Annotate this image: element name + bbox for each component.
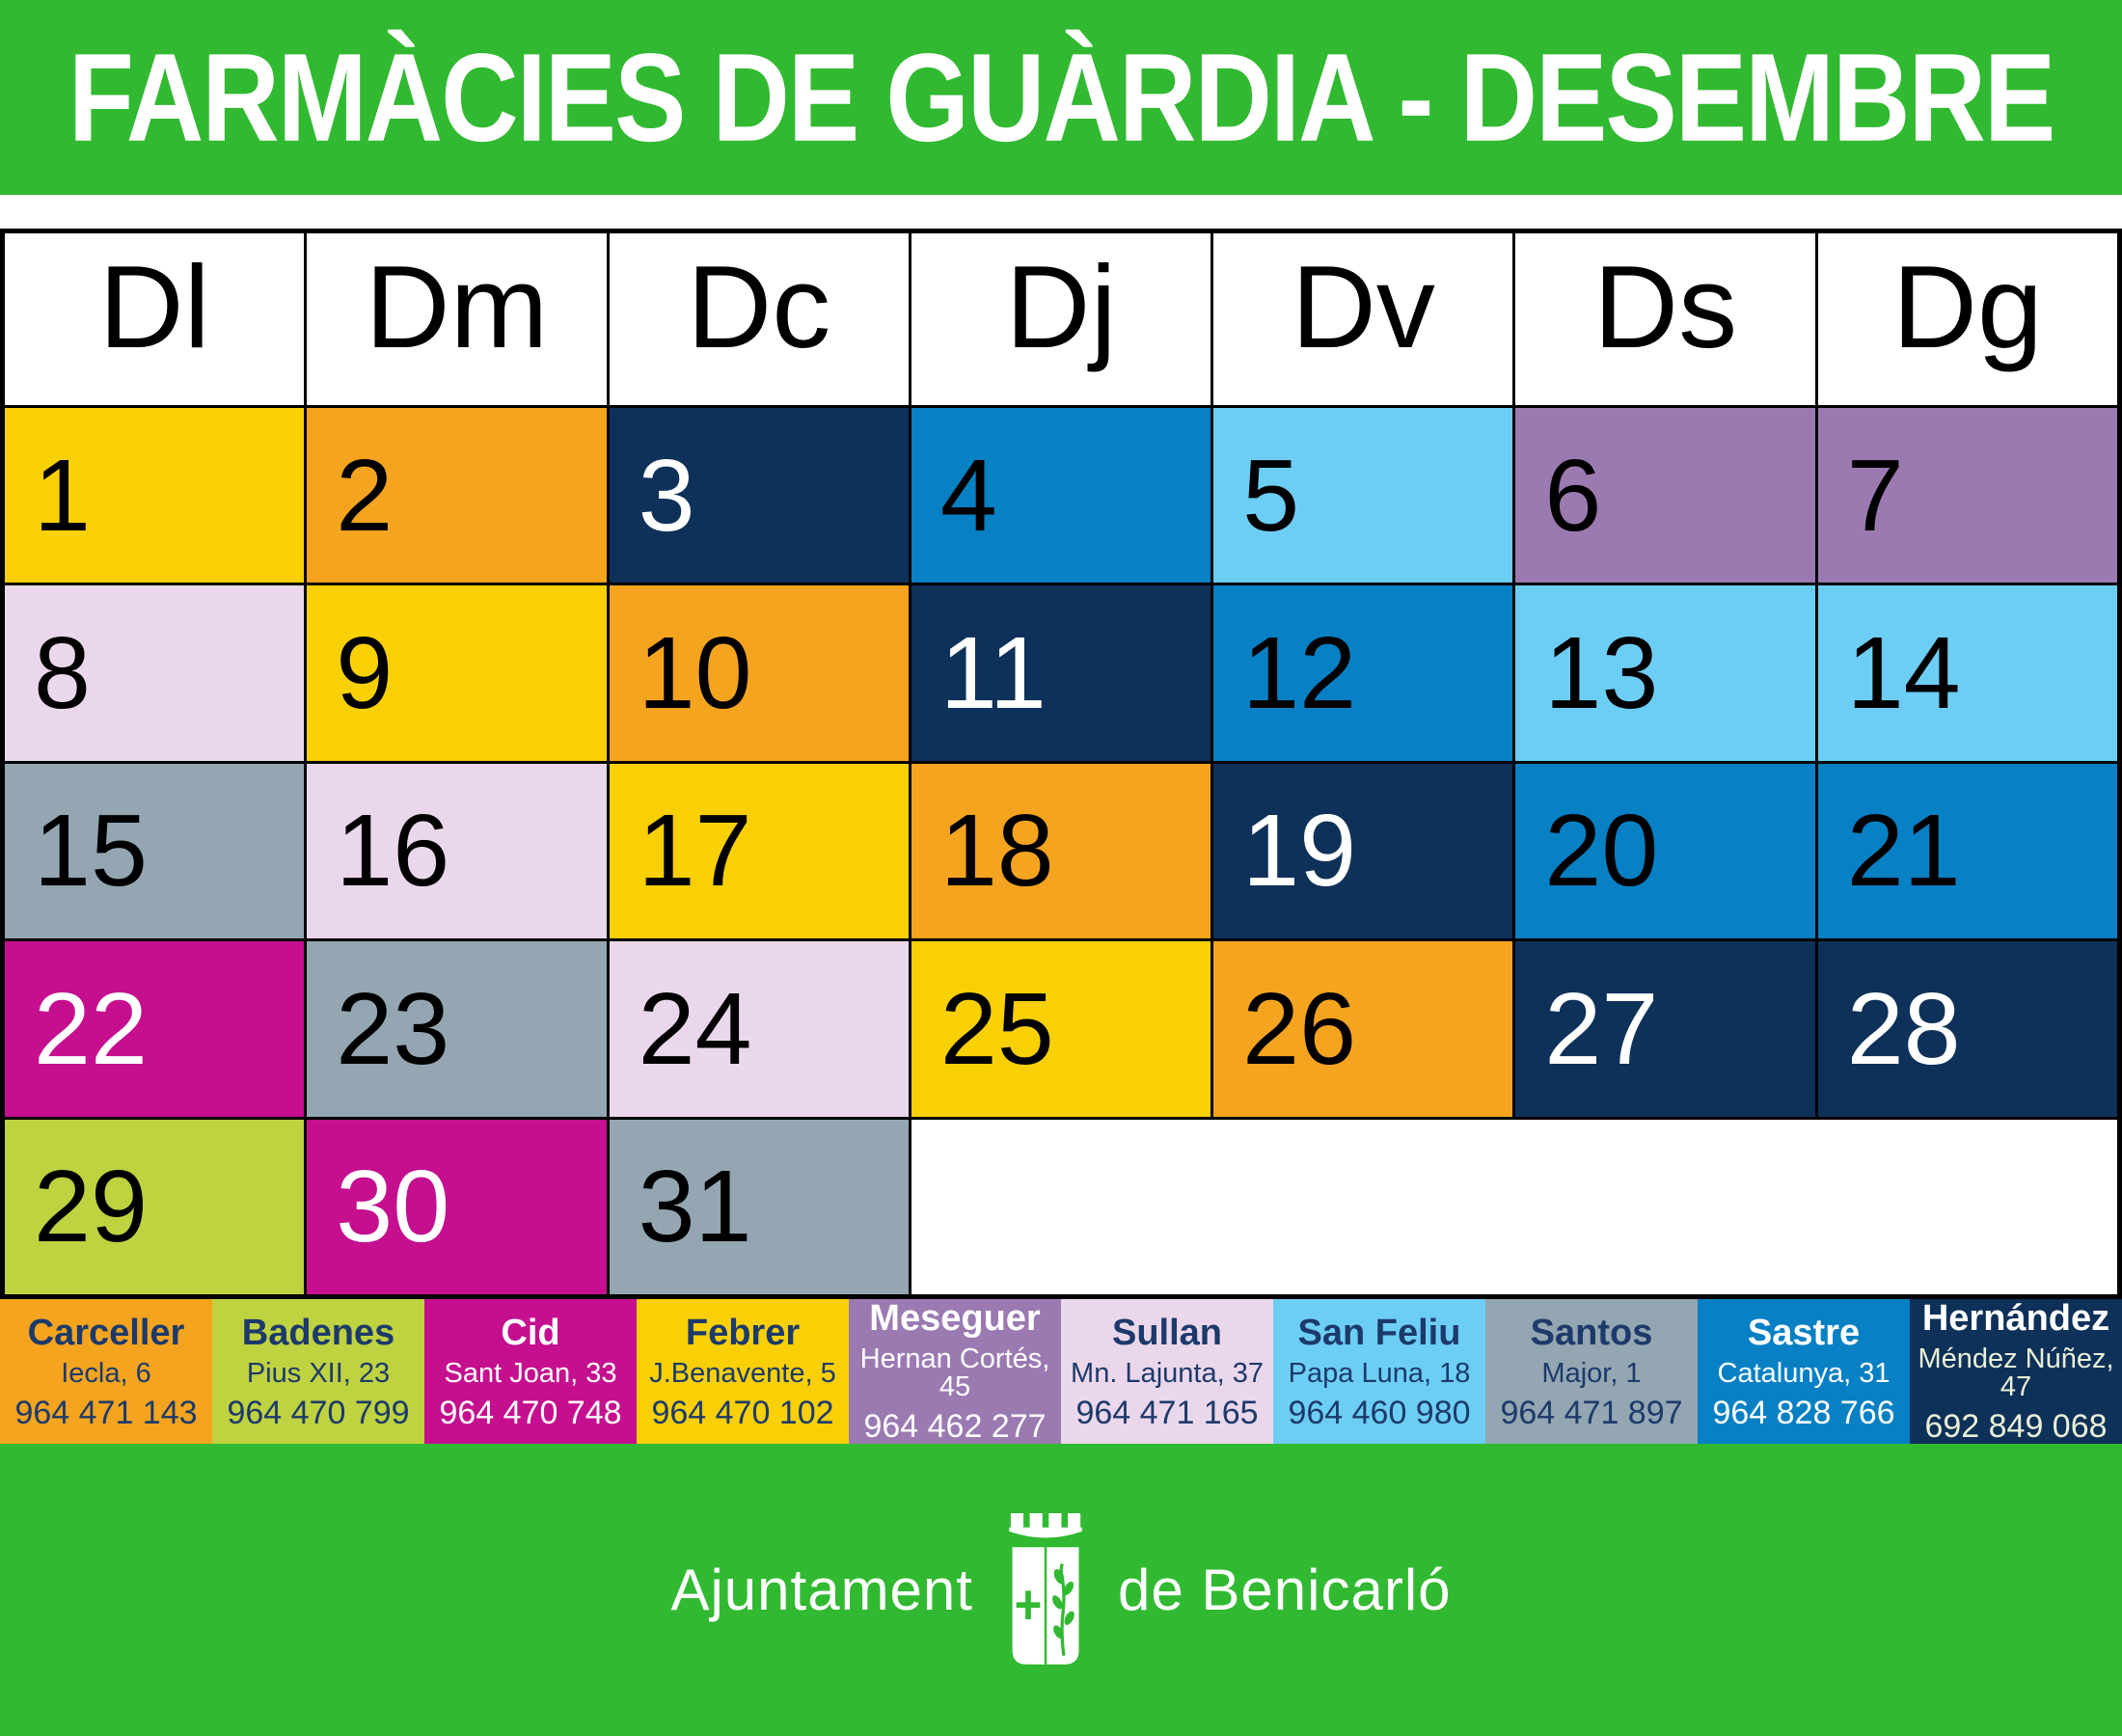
legend-febrer: Febrer J.Benavente, 5 964 470 102 [637, 1299, 849, 1444]
legend-pharmacy-phone: 964 471 897 [1500, 1394, 1683, 1431]
legend-badenes: Badenes Pius XII, 23 964 470 799 [212, 1299, 424, 1444]
day-cell-12: 12 [1213, 585, 1513, 761]
page-title: FARMÀCIES DE GUÀRDIA - DESEMBRE [68, 27, 2055, 168]
legend-pharmacy-name: Cid [501, 1312, 560, 1353]
day-cell-3: 3 [609, 408, 909, 583]
day-cell-21: 21 [1817, 763, 2117, 939]
footer-text-right: de Benicarló [1118, 1558, 1452, 1622]
day-header-dv: Dv [1213, 233, 1513, 405]
day-header-dl: Dl [5, 233, 305, 405]
city-crest-icon [1006, 1512, 1085, 1668]
legend-pharmacy-name: Hernández [1921, 1298, 2110, 1339]
day-cell-22: 22 [5, 941, 305, 1117]
legend-santos: Santos Major, 1 964 471 897 [1485, 1299, 1698, 1444]
legend-pharmacy-address: Papa Luna, 18 [1288, 1357, 1471, 1389]
day-cell-13: 13 [1515, 585, 1815, 761]
legend-pharmacy-address: Mn. Lajunta, 37 [1071, 1357, 1264, 1389]
calendar-grid: Dl Dm Dc Dj Dv Ds Dg 1 2 3 4 5 6 7 8 9 10 11 12 13 14 15 16 17 1… [0, 229, 2122, 1299]
day-cell-16: 16 [307, 763, 607, 939]
empty-day-cells [911, 1119, 2117, 1294]
legend-pharmacy-name: Sastre [1747, 1312, 1861, 1353]
day-cell-15: 15 [5, 763, 305, 939]
day-cell-8: 8 [5, 585, 305, 761]
day-header-dg: Dg [1817, 233, 2117, 405]
title-gap [0, 195, 2122, 229]
day-cell-28: 28 [1817, 941, 2117, 1117]
day-cell-5: 5 [1213, 408, 1513, 583]
day-cell-24: 24 [609, 941, 909, 1117]
legend-sastre: Sastre Catalunya, 31 964 828 766 [1698, 1299, 1910, 1444]
day-header-dj: Dj [911, 233, 1211, 405]
legend-pharmacy-address: Sant Joan, 33 [444, 1357, 617, 1389]
day-cell-11: 11 [911, 585, 1211, 761]
day-cell-18: 18 [911, 763, 1211, 939]
legend-pharmacy-name: San Feliu [1297, 1312, 1461, 1353]
legend-pharmacy-phone: 964 462 277 [863, 1408, 1047, 1445]
legend-pharmacy-phone: 692 849 068 [1924, 1408, 2108, 1445]
legend-pharmacy-phone: 964 470 102 [651, 1394, 834, 1431]
legend-pharmacy-name: Febrer [685, 1312, 801, 1353]
day-cell-30: 30 [307, 1119, 607, 1294]
legend-pharmacy-address: Catalunya, 31 [1717, 1357, 1891, 1389]
day-header-dc: Dc [609, 233, 909, 405]
title-band: FARMÀCIES DE GUÀRDIA - DESEMBRE [0, 0, 2122, 195]
legend-pharmacy-phone: 964 471 143 [14, 1394, 198, 1431]
day-cell-17: 17 [609, 763, 909, 939]
day-cell-2: 2 [307, 408, 607, 583]
day-cell-29: 29 [5, 1119, 305, 1294]
legend-pharmacy-name: Carceller [27, 1312, 185, 1353]
legend-hernndez: Hernández Méndez Núñez, 47 692 849 068 [1910, 1299, 2122, 1444]
day-cell-20: 20 [1515, 763, 1815, 939]
legend-pharmacy-phone: 964 471 165 [1075, 1394, 1259, 1431]
legend-pharmacy-name: Meseguer [869, 1298, 1041, 1339]
day-cell-25: 25 [911, 941, 1211, 1117]
legend-pharmacy-name: Sullan [1111, 1312, 1223, 1353]
day-cell-7: 7 [1817, 408, 2117, 583]
day-cell-19: 19 [1213, 763, 1513, 939]
legend-pharmacy-phone: 964 470 748 [439, 1394, 622, 1431]
day-cell-1: 1 [5, 408, 305, 583]
day-cell-31: 31 [609, 1119, 909, 1294]
legend-pharmacy-phone: 964 828 766 [1712, 1394, 1895, 1431]
legend-pharmacy-name: Badenes [241, 1312, 395, 1353]
legend-sullan: Sullan Mn. Lajunta, 37 964 471 165 [1061, 1299, 1273, 1444]
legend-pharmacy-name: Santos [1530, 1312, 1653, 1353]
legend-pharmacy-phone: 964 470 799 [227, 1394, 410, 1431]
day-cell-23: 23 [307, 941, 607, 1117]
legend-pharmacy-address: Pius XII, 23 [246, 1357, 391, 1389]
day-cell-27: 27 [1515, 941, 1815, 1117]
day-cell-10: 10 [609, 585, 909, 761]
day-cell-26: 26 [1213, 941, 1513, 1117]
legend-pharmacy-address: Major, 1 [1541, 1357, 1642, 1389]
day-header-dm: Dm [307, 233, 607, 405]
day-header-ds: Ds [1515, 233, 1815, 405]
legend-meseguer: Meseguer Hernan Cortés, 45 964 462 277 [849, 1299, 1061, 1444]
legend-pharmacy-address: J.Benavente, 5 [649, 1357, 836, 1389]
legend-pharmacy-address: Iecla, 6 [61, 1357, 151, 1389]
day-cell-4: 4 [911, 408, 1211, 583]
legend-pharmacy-phone: 964 460 980 [1288, 1394, 1471, 1431]
legend-sanfeliu: San Feliu Papa Luna, 18 964 460 980 [1273, 1299, 1485, 1444]
legend-pharmacy-address: Hernan Cortés, 45 [859, 1343, 1050, 1402]
legend-carceller: Carceller Iecla, 6 964 471 143 [0, 1299, 212, 1444]
day-cell-6: 6 [1515, 408, 1815, 583]
legend-cid: Cid Sant Joan, 33 964 470 748 [424, 1299, 637, 1444]
pharmacy-legend: Carceller Iecla, 6 964 471 143 Badenes Pius … [0, 1299, 2122, 1444]
legend-pharmacy-address: Méndez Núñez, 47 [1918, 1343, 2114, 1402]
day-cell-9: 9 [307, 585, 607, 761]
day-cell-14: 14 [1817, 585, 2117, 761]
footer-band: Ajuntament de Benicarló [0, 1444, 2122, 1736]
footer-text-left: Ajuntament [670, 1558, 973, 1622]
